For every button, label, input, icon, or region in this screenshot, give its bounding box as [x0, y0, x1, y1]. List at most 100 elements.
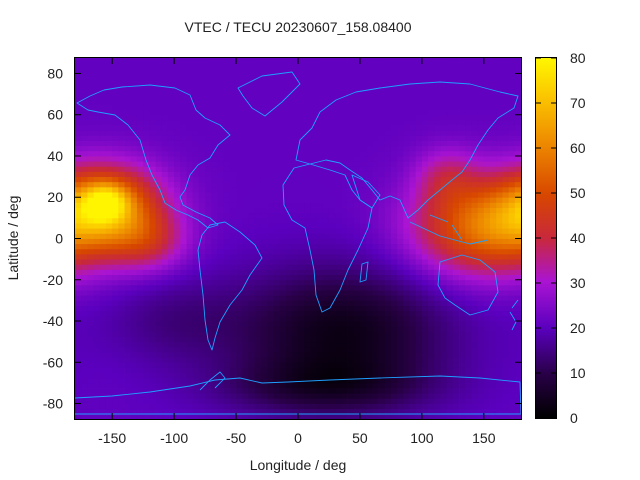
- heatmap-cell: [143, 202, 150, 208]
- heatmap-cell: [409, 382, 417, 389]
- heatmap-cell: [490, 192, 497, 198]
- heatmap-cell: [205, 135, 212, 141]
- heatmap-cell: [180, 58, 187, 64]
- heatmap-cell: [465, 269, 472, 275]
- heatmap-cell: [298, 351, 305, 358]
- heatmap-cell: [155, 150, 163, 157]
- heatmap-cell: [440, 119, 448, 126]
- heatmap-cell: [502, 300, 510, 306]
- heatmap-cell: [75, 284, 82, 291]
- heatmap-cell: [415, 279, 423, 286]
- heatmap-cell: [378, 346, 386, 353]
- heatmap-cell: [341, 212, 348, 219]
- heatmap-cell: [446, 202, 454, 208]
- heatmap-cell: [440, 341, 448, 348]
- heatmap-cell: [409, 104, 417, 110]
- heatmap-cell: [322, 408, 330, 415]
- heatmap-cell: [496, 398, 503, 404]
- heatmap-cell: [279, 326, 287, 332]
- heatmap-cell: [136, 155, 144, 162]
- heatmap-cell: [372, 290, 379, 296]
- heatmap-cell: [347, 223, 355, 229]
- heatmap-cell: [118, 248, 125, 255]
- heatmap-cell: [490, 135, 497, 141]
- heatmap-cell: [161, 58, 169, 64]
- heatmap-cell: [477, 351, 485, 358]
- heatmap-cell: [223, 207, 231, 214]
- heatmap-cell: [359, 336, 367, 343]
- heatmap-cell: [421, 377, 429, 384]
- heatmap-cell: [353, 398, 361, 404]
- heatmap-cell: [335, 202, 342, 208]
- heatmap-cell: [316, 351, 324, 358]
- heatmap-cell: [471, 321, 479, 327]
- heatmap-cell: [403, 300, 410, 306]
- heatmap-cell: [254, 382, 262, 389]
- heatmap-cell: [186, 176, 194, 183]
- heatmap-cell: [322, 233, 330, 239]
- heatmap-cell: [496, 233, 503, 239]
- heatmap-cell: [310, 99, 317, 105]
- heatmap-cell: [378, 393, 386, 399]
- heatmap-cell: [149, 73, 156, 80]
- heatmap-cell: [186, 217, 194, 224]
- heatmap-cell: [421, 408, 429, 415]
- heatmap-cell: [421, 393, 429, 399]
- heatmap-cell: [180, 362, 187, 368]
- heatmap-cell: [291, 140, 299, 147]
- heatmap-cell: [341, 68, 348, 74]
- heatmap-cell: [372, 119, 379, 126]
- heatmap-cell: [236, 212, 243, 219]
- heatmap-cell: [81, 68, 88, 74]
- heatmap-cell: [248, 166, 256, 172]
- heatmap-cell: [514, 197, 522, 203]
- heatmap-cell: [471, 284, 479, 291]
- heatmap-cell: [452, 202, 460, 208]
- heatmap-cell: [149, 269, 156, 275]
- heatmap-cell: [459, 212, 466, 219]
- heatmap-cell: [490, 197, 497, 203]
- heatmap-cell: [304, 253, 311, 260]
- heatmap-cell: [483, 372, 491, 379]
- heatmap-cell: [180, 83, 187, 90]
- heatmap-cell: [273, 192, 280, 198]
- heatmap-cell: [353, 161, 361, 167]
- heatmap-cell: [421, 83, 429, 90]
- heatmap-cell: [248, 295, 256, 301]
- heatmap-cell: [409, 130, 417, 136]
- heatmap-cell: [291, 336, 299, 343]
- heatmap-cell: [229, 88, 237, 95]
- heatmap-cell: [335, 310, 342, 317]
- heatmap-cell: [118, 269, 125, 275]
- heatmap-cell: [136, 326, 144, 332]
- heatmap-cell: [496, 197, 503, 203]
- heatmap-cell: [229, 310, 237, 317]
- heatmap-cell: [465, 181, 472, 188]
- heatmap-cell: [198, 295, 206, 301]
- heatmap-cell: [124, 145, 132, 152]
- heatmap-cell: [390, 388, 398, 394]
- heatmap-cell: [105, 186, 113, 193]
- heatmap-cell: [514, 217, 522, 224]
- heatmap-cell: [421, 284, 429, 291]
- heatmap-cell: [87, 300, 94, 306]
- heatmap-cell: [496, 181, 503, 188]
- heatmap-cell: [174, 130, 181, 136]
- heatmap-cell: [105, 382, 113, 389]
- heatmap-cell: [118, 176, 125, 183]
- heatmap-cell: [143, 248, 150, 255]
- heatmap-cell: [242, 155, 249, 162]
- heatmap-cell: [397, 398, 404, 404]
- heatmap-cell: [403, 197, 410, 203]
- heatmap-cell: [304, 155, 311, 162]
- heatmap-cell: [428, 408, 435, 415]
- heatmap-cell: [452, 78, 460, 85]
- heatmap-cell: [502, 331, 510, 337]
- heatmap-cell: [93, 150, 101, 157]
- heatmap-cell: [409, 377, 417, 384]
- heatmap-cell: [421, 305, 429, 312]
- heatmap-cell: [118, 104, 125, 110]
- heatmap-cell: [93, 321, 101, 327]
- heatmap-cell: [248, 346, 256, 353]
- heatmap-cell: [465, 310, 472, 317]
